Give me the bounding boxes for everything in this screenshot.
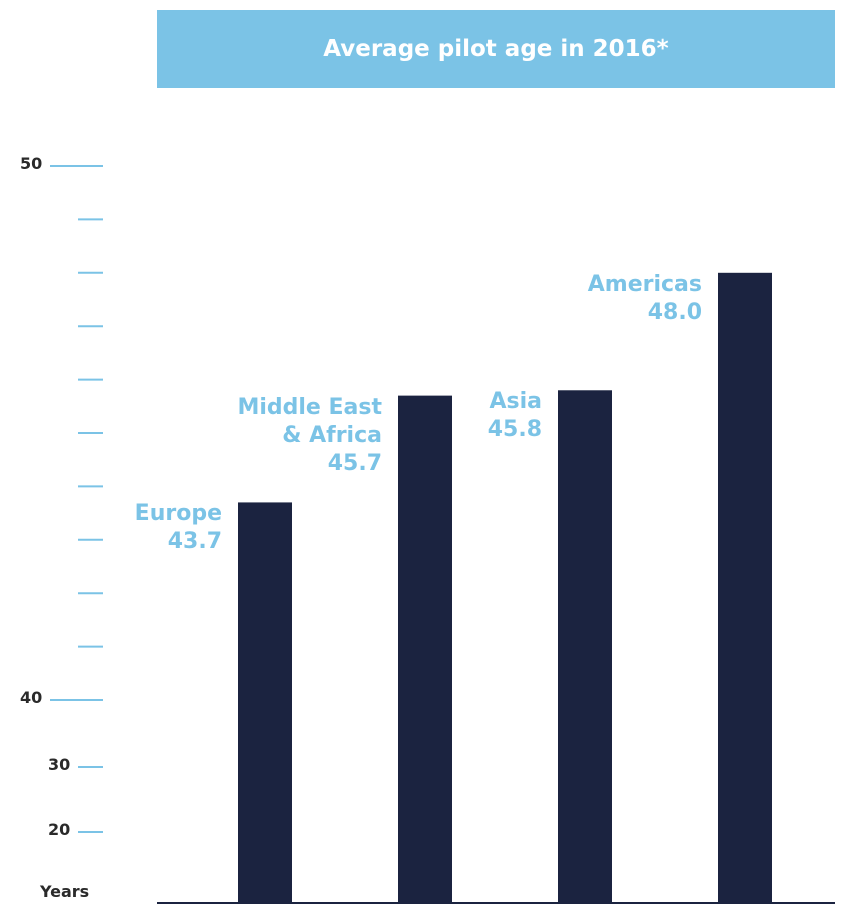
value-label: 43.7 <box>167 529 222 555</box>
y-axis-label: Years <box>40 882 90 901</box>
bar-label: Middle East & Africa 45.7 <box>192 394 382 478</box>
y-tick-label: 40 <box>20 688 43 707</box>
bar-label: Asia 45.8 <box>352 388 542 444</box>
y-tick-label: 20 <box>48 820 71 839</box>
chart-title: Average pilot age in 2016* <box>157 10 835 88</box>
y-tick-label: 50 <box>20 154 43 173</box>
value-label: 45.8 <box>487 417 542 443</box>
bar <box>558 390 612 903</box>
bar <box>238 502 292 903</box>
category-label: Asia <box>489 389 542 415</box>
value-label: 48.0 <box>647 299 702 325</box>
bar <box>718 272 772 903</box>
value-label: 45.7 <box>327 450 382 476</box>
category-label: Europe <box>134 501 222 527</box>
category-label: Americas <box>587 271 702 297</box>
bar-label: Europe 43.7 <box>32 500 222 556</box>
bar-label: Americas 48.0 <box>512 271 702 327</box>
category-label: Middle East & Africa <box>237 394 382 448</box>
y-tick-label: 30 <box>48 755 71 774</box>
bar <box>398 395 452 903</box>
